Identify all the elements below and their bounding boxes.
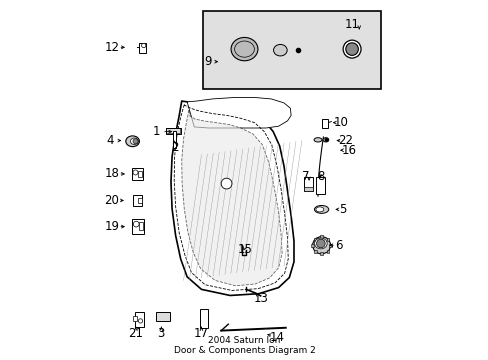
Bar	[138, 171, 142, 177]
Bar	[135, 312, 144, 327]
Ellipse shape	[313, 138, 321, 142]
Text: 11: 11	[344, 18, 359, 31]
Bar	[315, 177, 324, 194]
Bar	[203, 12, 380, 89]
Ellipse shape	[324, 138, 328, 141]
Text: 9: 9	[204, 55, 211, 68]
Bar	[310, 244, 313, 247]
Ellipse shape	[316, 239, 325, 248]
Text: 14: 14	[269, 330, 284, 343]
Bar	[132, 168, 142, 180]
Bar	[139, 42, 145, 53]
Text: 2004 Saturn Ion
Door & Components Diagram 2: 2004 Saturn Ion Door & Components Diagra…	[173, 336, 315, 355]
Polygon shape	[187, 98, 290, 128]
Text: 3: 3	[157, 327, 164, 340]
Text: 8: 8	[316, 170, 324, 183]
Ellipse shape	[125, 136, 139, 147]
Ellipse shape	[343, 40, 360, 58]
Text: 10: 10	[333, 116, 348, 129]
Ellipse shape	[273, 44, 286, 56]
Bar	[320, 235, 323, 238]
Bar	[132, 316, 137, 321]
Ellipse shape	[221, 178, 231, 189]
Text: 21: 21	[128, 327, 143, 340]
Bar	[165, 128, 180, 134]
Text: 12: 12	[104, 41, 119, 54]
Bar	[313, 238, 316, 240]
Text: 16: 16	[341, 144, 356, 157]
Bar	[313, 250, 316, 253]
Ellipse shape	[315, 207, 323, 212]
Ellipse shape	[133, 221, 139, 227]
Ellipse shape	[312, 237, 330, 254]
Ellipse shape	[345, 43, 358, 55]
Ellipse shape	[133, 170, 138, 175]
Bar	[166, 129, 180, 134]
Bar	[321, 119, 328, 128]
Text: 19: 19	[104, 220, 119, 233]
Bar	[199, 310, 207, 328]
Polygon shape	[171, 101, 293, 296]
Text: 7: 7	[301, 170, 308, 183]
Bar	[156, 312, 170, 321]
Text: 4: 4	[106, 134, 114, 147]
Text: 1: 1	[153, 125, 160, 138]
Ellipse shape	[323, 138, 328, 142]
Polygon shape	[182, 110, 282, 286]
Ellipse shape	[142, 43, 145, 48]
Ellipse shape	[138, 319, 142, 323]
Text: 2: 2	[170, 141, 178, 154]
Bar	[326, 250, 329, 253]
Text: 20: 20	[104, 194, 119, 207]
Ellipse shape	[314, 238, 326, 249]
Bar	[320, 252, 323, 255]
Ellipse shape	[130, 138, 138, 144]
Bar	[326, 238, 329, 240]
Ellipse shape	[314, 206, 328, 213]
Bar	[328, 244, 331, 247]
Text: 15: 15	[237, 243, 252, 256]
Bar	[304, 177, 313, 192]
Bar	[139, 222, 142, 230]
Text: 22: 22	[337, 134, 352, 147]
Text: 5: 5	[339, 203, 346, 216]
Bar	[132, 195, 142, 206]
Text: 6: 6	[334, 239, 342, 252]
Bar	[138, 198, 142, 203]
Bar	[304, 187, 313, 192]
Text: 17: 17	[194, 327, 208, 340]
Bar	[173, 131, 176, 148]
Bar	[132, 219, 144, 234]
Ellipse shape	[133, 139, 138, 144]
Text: 13: 13	[253, 292, 267, 305]
Ellipse shape	[230, 37, 258, 61]
Text: 18: 18	[104, 167, 119, 180]
